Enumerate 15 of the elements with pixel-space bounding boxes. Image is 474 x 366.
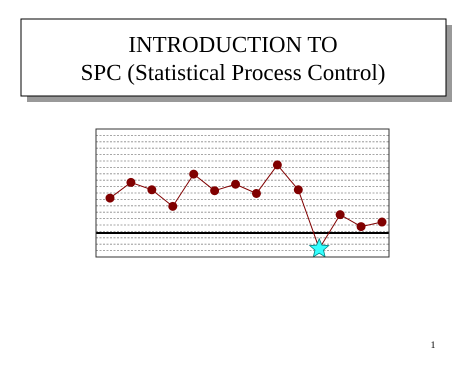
point [272,160,282,170]
point [252,188,261,198]
point [378,218,386,227]
point [356,222,366,232]
point [210,186,220,196]
point [189,170,198,179]
point [106,194,114,203]
point [147,185,156,194]
point [336,210,345,220]
point [231,180,240,189]
text: 1 [430,340,436,351]
point [126,178,136,187]
point [294,185,303,194]
point [168,202,178,211]
chart-title: INTRODUCTION TO SPC (Statistical Process Control) [80,32,386,85]
